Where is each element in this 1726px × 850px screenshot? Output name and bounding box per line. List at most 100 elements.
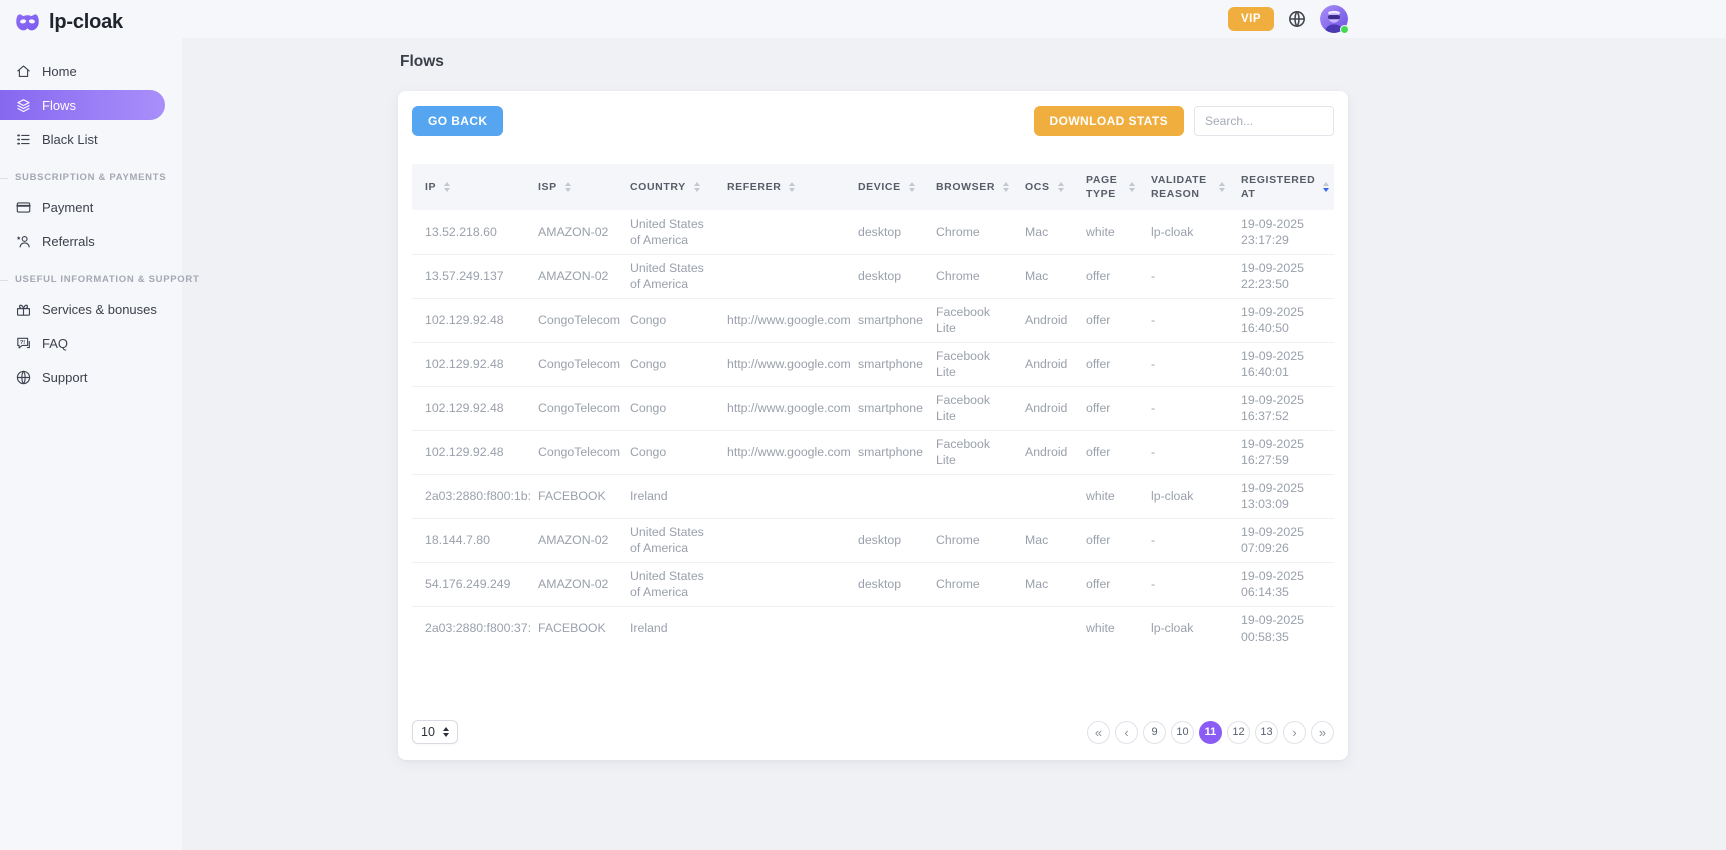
cell-ip: 18.144.7.80: [412, 517, 530, 563]
cell-ip: 13.52.218.60: [425, 224, 497, 239]
cell-validate_reason: -: [1143, 385, 1233, 431]
cell-registered_at: 19-09-2025 16:37:52: [1233, 385, 1334, 431]
table-row[interactable]: 13.57.249.137 AMAZON-02 United States of A…: [412, 253, 1334, 299]
cell-isp: AMAZON-02: [530, 561, 622, 607]
cell-page_type: offer: [1078, 561, 1143, 607]
cell-device: smartphone: [850, 341, 928, 387]
table-row[interactable]: 2a03:2880:f800:1b:: FACEBOOK Ireland white l…: [412, 473, 1334, 519]
sidebar-item-home[interactable]: Home: [0, 54, 182, 88]
sort-icon[interactable]: [1057, 182, 1064, 193]
cell-device: desktop: [850, 561, 928, 607]
brand-logo[interactable]: lp-cloak: [0, 0, 182, 34]
sidebar-item-label: Home: [42, 63, 77, 79]
table-row[interactable]: 102.129.92.48 CongoTelecom Congo http://www…: [412, 385, 1334, 431]
pagination-page-9[interactable]: 9: [1143, 720, 1166, 744]
cell-page_type: offer: [1078, 297, 1143, 343]
table-row[interactable]: 54.176.249.249 AMAZON-02 United States of …: [412, 561, 1334, 607]
column-label: IP: [425, 181, 437, 194]
cell-device: smartphone: [850, 297, 928, 343]
faq-icon: ?!: [15, 335, 32, 352]
download-stats-button[interactable]: DOWNLOAD STATS: [1033, 106, 1184, 136]
sort-icon[interactable]: [1003, 182, 1010, 193]
sort-icon[interactable]: [908, 182, 915, 193]
sidebar-nav: Home Flows Black List SUBSCRIPTION & PAYMEN…: [0, 54, 199, 394]
column-header-inner: REGISTERED AT: [1241, 173, 1330, 201]
sidebar-item-black-list[interactable]: Black List: [0, 122, 182, 156]
table-row[interactable]: 2a03:2880:f800:37:: FACEBOOK Ireland white l…: [412, 605, 1334, 651]
sidebar-item-faq[interactable]: ?! FAQ: [0, 326, 182, 360]
pagination-page-12[interactable]: 12: [1227, 720, 1250, 744]
sidebar-item-referrals[interactable]: Referrals: [0, 224, 182, 258]
cell-page_type: offer: [1078, 341, 1143, 387]
cell-referer: [719, 473, 850, 519]
table-row[interactable]: 13.52.218.60 AMAZON-02 United States of Am…: [412, 210, 1334, 254]
cell-page_type: offer: [1078, 517, 1143, 563]
cell-ocs: [1017, 473, 1078, 519]
cell-referer: http://www.google.com/: [719, 429, 850, 475]
cell-device: [850, 473, 928, 519]
table-row[interactable]: 102.129.92.48 CongoTelecom Congo http://www…: [412, 429, 1334, 475]
table-row[interactable]: 18.144.7.80 AMAZON-02 United States of Ame…: [412, 517, 1334, 563]
go-back-button[interactable]: GO BACK: [412, 106, 504, 136]
cell-registered_at: 19-09-2025 13:03:09: [1233, 473, 1334, 519]
cell-page_type: offer: [1078, 385, 1143, 431]
globe-icon[interactable]: [1287, 9, 1307, 29]
vip-button[interactable]: VIP: [1227, 7, 1274, 31]
sort-icon[interactable]: [693, 182, 700, 193]
column-header-validate_reason: VALIDATE REASON: [1143, 164, 1233, 211]
column-header-inner: DEVICE: [858, 180, 920, 194]
cell-ip: 2a03:2880:f800:1b::: [412, 473, 530, 519]
cell-registered_at: 19-09-2025 16:40:01: [1233, 341, 1334, 387]
cell-page_type: offer: [1078, 253, 1143, 299]
cell-browser: [928, 605, 1017, 651]
sidebar-item-payment[interactable]: Payment: [0, 190, 182, 224]
pagination-prev[interactable]: ‹: [1115, 720, 1138, 744]
search-input[interactable]: [1194, 106, 1334, 136]
page-size-select[interactable]: 10: [412, 720, 458, 745]
pagination-page-11[interactable]: 11: [1199, 720, 1222, 744]
column-header-page_type: PAGE TYPE: [1078, 164, 1143, 211]
sort-icon[interactable]: [444, 182, 451, 193]
table-row[interactable]: 102.129.92.48 CongoTelecom Congo http://www…: [412, 297, 1334, 343]
cell-referer: [719, 605, 850, 651]
pagination-last[interactable]: »: [1311, 720, 1334, 744]
cell-registered_at: 19-09-2025 22:23:50: [1233, 253, 1334, 299]
cell-referer: http://www.google.com/: [719, 385, 850, 431]
sidebar-section-label: SUBSCRIPTION & PAYMENTS: [15, 172, 167, 183]
svg-text:?!: ?!: [20, 339, 25, 345]
cell-browser: Facebook Lite: [928, 297, 1017, 343]
top-strip: [0, 0, 1726, 38]
pagination-page-10[interactable]: 10: [1171, 720, 1194, 744]
column-header-inner: OCS: [1025, 180, 1070, 194]
cell-device: desktop: [850, 253, 928, 299]
user-avatar[interactable]: [1320, 5, 1349, 34]
column-label: DEVICE: [858, 181, 901, 194]
pagination-first[interactable]: «: [1087, 720, 1110, 744]
pagination-next[interactable]: ›: [1283, 720, 1306, 744]
sort-icon[interactable]: [1129, 182, 1135, 193]
column-label: VALIDATE REASON: [1151, 174, 1207, 201]
cell-registered_at: 19-09-2025 06:14:35: [1233, 561, 1334, 607]
cell-isp: CongoTelecom: [530, 341, 622, 387]
sort-icon[interactable]: [1323, 182, 1330, 193]
sort-icon[interactable]: [789, 182, 796, 193]
cell-page_type: white: [1078, 605, 1143, 651]
referrals-icon: [15, 233, 32, 250]
table-row[interactable]: 102.129.92.48 CongoTelecom Congo http://www…: [412, 341, 1334, 387]
sidebar-item-support[interactable]: Support: [0, 360, 182, 394]
cell-referer: [719, 210, 850, 254]
cell-validate_reason: -: [1143, 517, 1233, 563]
column-header-device: DEVICE: [850, 164, 928, 211]
cell-ocs: Android: [1017, 429, 1078, 475]
sidebar: lp-cloak Home Flows Black List SUBSCRIPTION…: [0, 0, 199, 850]
cell-device: desktop: [858, 224, 902, 239]
cell-country: United States of America: [630, 216, 704, 248]
sidebar-item-services-bonuses[interactable]: Services & bonuses: [0, 292, 182, 326]
sort-icon[interactable]: [1219, 182, 1225, 193]
pagination-page-13[interactable]: 13: [1255, 720, 1278, 744]
sort-icon[interactable]: [564, 182, 571, 193]
cell-device: [850, 605, 928, 651]
cell-ip: 2a03:2880:f800:37::: [412, 605, 530, 651]
sidebar-item-flows[interactable]: Flows: [0, 90, 165, 120]
column-header-ip: IP: [412, 164, 530, 211]
